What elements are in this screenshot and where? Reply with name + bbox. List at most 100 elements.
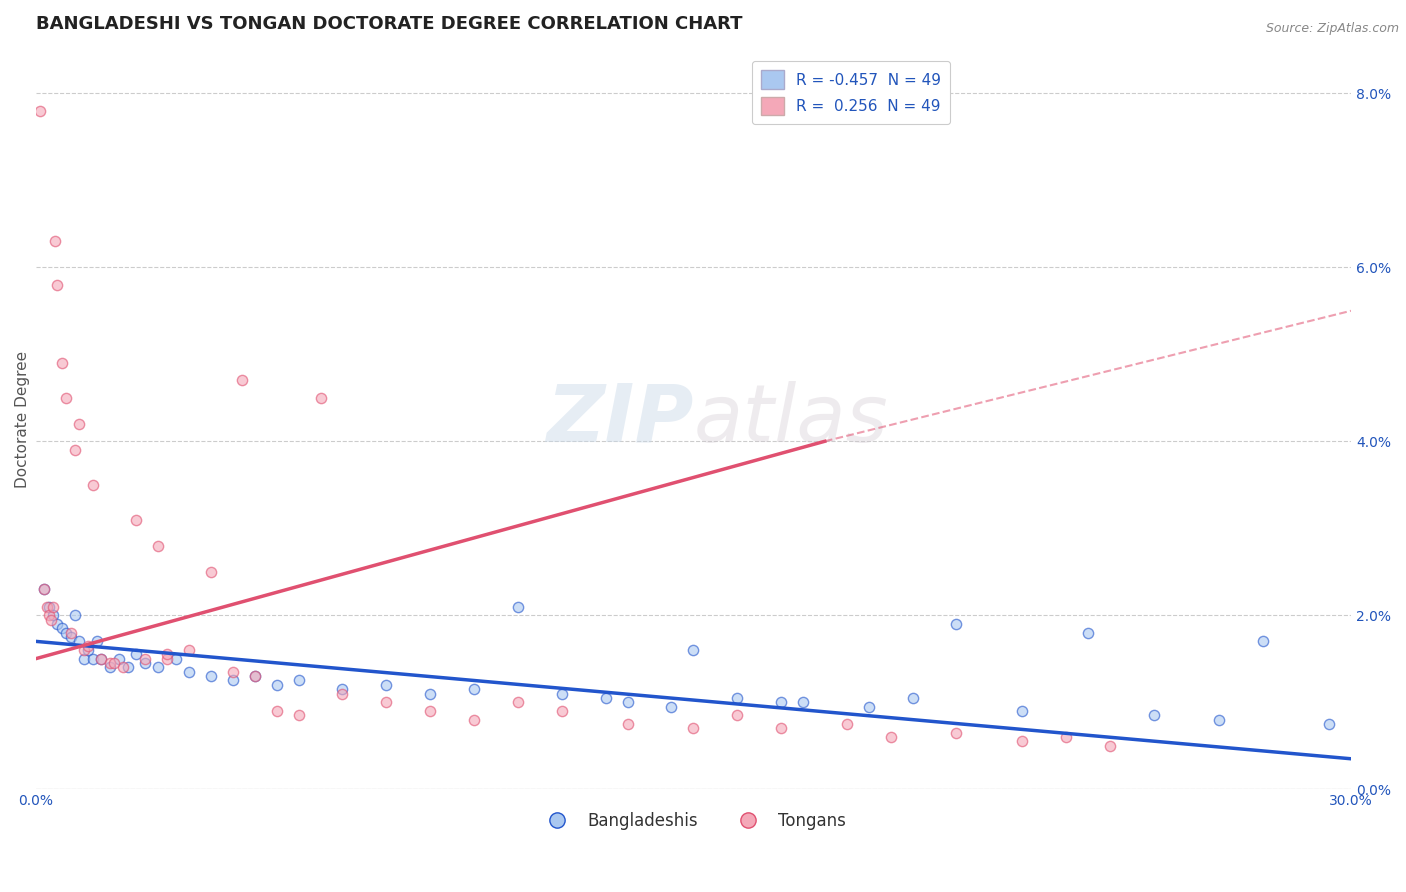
Point <box>98 660 121 674</box>
Legend: Bangladeshis, Tongans: Bangladeshis, Tongans <box>534 805 852 837</box>
Point <box>148 660 170 674</box>
Point <box>879 730 901 744</box>
Point <box>1098 739 1121 753</box>
Point <box>769 695 792 709</box>
Point <box>463 713 485 727</box>
Point <box>792 695 814 709</box>
Point <box>67 634 90 648</box>
Point <box>73 651 96 665</box>
Point <box>77 643 100 657</box>
Point <box>835 717 858 731</box>
Point <box>55 391 77 405</box>
Point <box>506 695 529 709</box>
Point <box>287 673 309 688</box>
Point <box>200 565 222 579</box>
Point <box>28 103 51 118</box>
Point <box>901 690 924 705</box>
Point <box>55 625 77 640</box>
Point <box>39 613 62 627</box>
Point <box>67 417 90 431</box>
Point <box>134 651 156 665</box>
Point <box>243 669 266 683</box>
Point <box>616 717 638 731</box>
Text: ZIP: ZIP <box>546 381 693 458</box>
Point <box>725 708 748 723</box>
Text: atlas: atlas <box>693 381 889 458</box>
Point <box>616 695 638 709</box>
Point <box>243 669 266 683</box>
Point <box>34 582 56 596</box>
Point <box>419 687 441 701</box>
Point <box>682 722 704 736</box>
Point <box>156 651 179 665</box>
Point <box>725 690 748 705</box>
Point <box>506 599 529 614</box>
Point <box>1317 717 1340 731</box>
Point <box>332 687 354 701</box>
Point <box>1054 730 1077 744</box>
Point <box>82 651 104 665</box>
Point <box>63 608 86 623</box>
Point <box>42 599 65 614</box>
Point <box>112 660 135 674</box>
Point <box>148 539 170 553</box>
Point <box>103 656 125 670</box>
Point <box>63 442 86 457</box>
Point <box>59 630 82 644</box>
Point <box>945 616 967 631</box>
Point <box>858 699 880 714</box>
Point <box>1143 708 1166 723</box>
Point <box>551 687 574 701</box>
Point <box>108 651 131 665</box>
Point <box>165 651 187 665</box>
Point <box>82 477 104 491</box>
Point <box>222 665 245 679</box>
Point <box>375 695 398 709</box>
Point <box>77 639 100 653</box>
Point <box>156 648 179 662</box>
Point <box>200 669 222 683</box>
Point <box>222 673 245 688</box>
Point <box>551 704 574 718</box>
Point <box>231 373 253 387</box>
Point <box>98 656 121 670</box>
Point <box>125 648 148 662</box>
Point <box>332 682 354 697</box>
Point <box>945 725 967 739</box>
Point <box>35 599 58 614</box>
Point <box>682 643 704 657</box>
Text: BANGLADESHI VS TONGAN DOCTORATE DEGREE CORRELATION CHART: BANGLADESHI VS TONGAN DOCTORATE DEGREE C… <box>35 15 742 33</box>
Point <box>90 651 112 665</box>
Point <box>659 699 682 714</box>
Point <box>86 634 108 648</box>
Point <box>1208 713 1230 727</box>
Point <box>59 625 82 640</box>
Point <box>177 643 200 657</box>
Point <box>309 391 332 405</box>
Point <box>1253 634 1275 648</box>
Point <box>1077 625 1099 640</box>
Point <box>595 690 617 705</box>
Point <box>38 608 60 623</box>
Point <box>134 656 156 670</box>
Y-axis label: Doctorate Degree: Doctorate Degree <box>15 351 30 488</box>
Point <box>1011 734 1033 748</box>
Point <box>266 678 288 692</box>
Point <box>463 682 485 697</box>
Point <box>46 277 69 292</box>
Point <box>287 708 309 723</box>
Point <box>90 651 112 665</box>
Point <box>266 704 288 718</box>
Point <box>42 608 65 623</box>
Text: Source: ZipAtlas.com: Source: ZipAtlas.com <box>1265 22 1399 36</box>
Point <box>125 512 148 526</box>
Point <box>117 660 139 674</box>
Point <box>46 616 69 631</box>
Point <box>44 234 66 248</box>
Point <box>73 643 96 657</box>
Point <box>1011 704 1033 718</box>
Point <box>419 704 441 718</box>
Point <box>51 621 73 635</box>
Point <box>51 356 73 370</box>
Point <box>375 678 398 692</box>
